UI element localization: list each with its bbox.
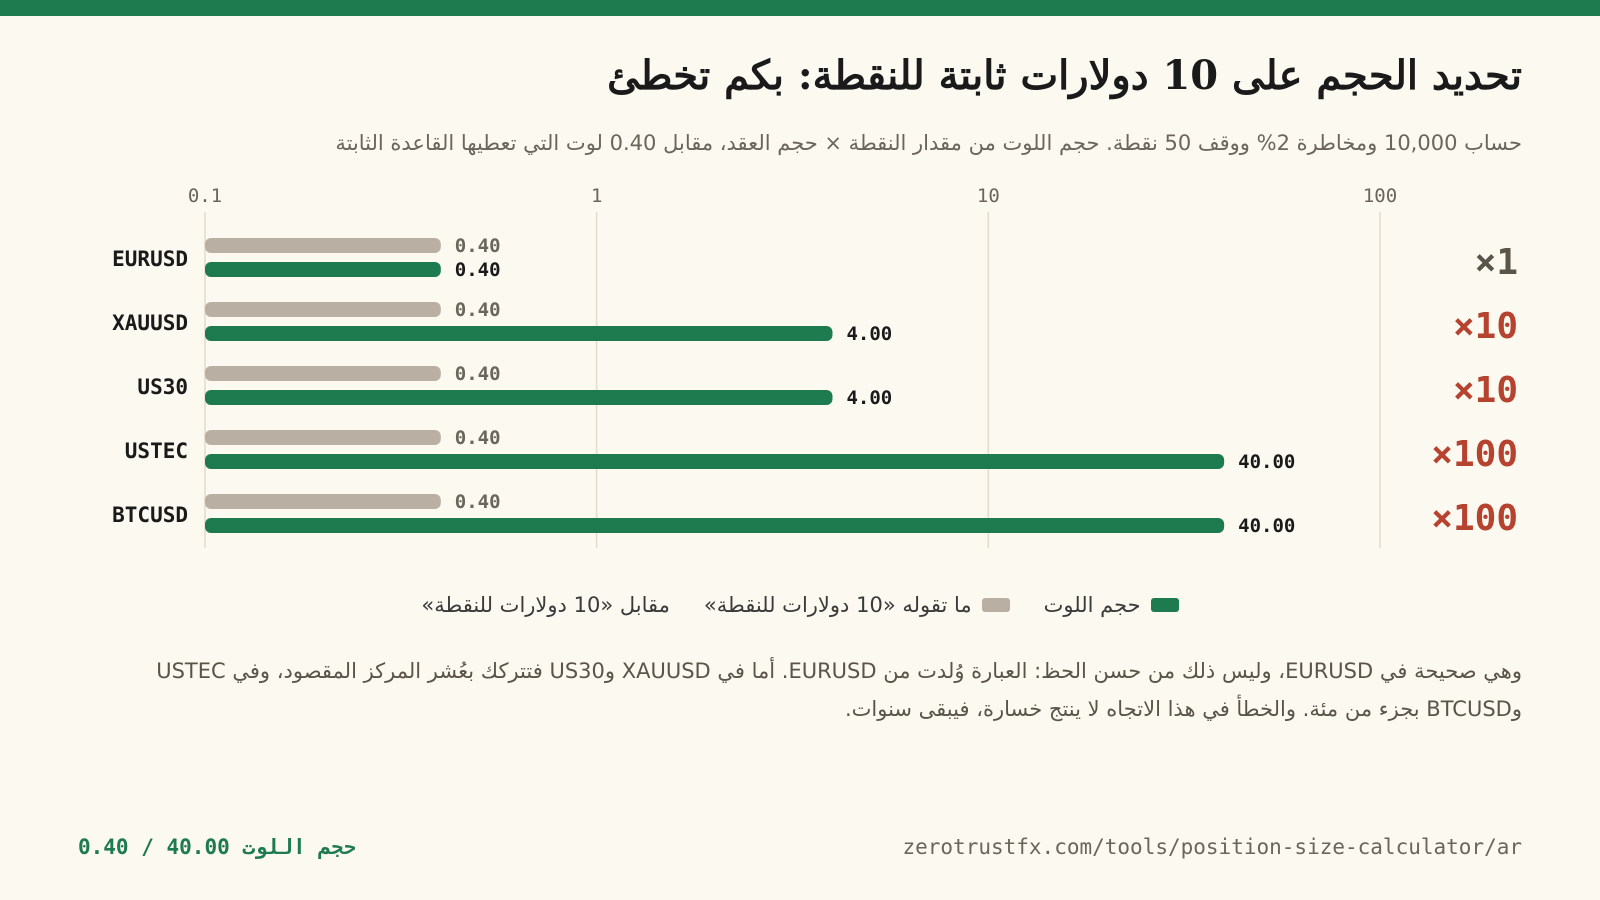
legend-label-fixed-rule: ما تقوله «10 دولارات للنقطة» bbox=[703, 593, 972, 617]
bar-lot-size bbox=[205, 390, 833, 405]
data-label-fixed-rule: 0.40 bbox=[455, 491, 501, 513]
data-label-fixed-rule: 0.40 bbox=[455, 235, 501, 257]
bar-lot-size bbox=[205, 326, 833, 341]
legend-item-versus: مقابل «10 دولارات للنقطة» bbox=[421, 593, 670, 617]
legend-label-versus: مقابل «10 دولارات للنقطة» bbox=[421, 593, 670, 617]
footer-stat: حجم اللوت 40.00 / 0.40 bbox=[78, 835, 357, 859]
multiplier-label: ×10 bbox=[1453, 306, 1518, 347]
data-label-fixed-rule: 0.40 bbox=[455, 427, 501, 449]
multiplier-label: ×100 bbox=[1431, 434, 1518, 475]
data-label-lot-size: 40.00 bbox=[1238, 515, 1295, 537]
x-tick-label: 100 bbox=[1363, 185, 1397, 207]
data-label-fixed-rule: 0.40 bbox=[455, 299, 501, 321]
multiplier-label: ×100 bbox=[1431, 498, 1518, 539]
bar-lot-size bbox=[205, 518, 1225, 533]
top-accent-bar bbox=[0, 0, 1600, 16]
bar-fixed-rule bbox=[205, 430, 441, 445]
category-label: EURUSD bbox=[112, 247, 188, 271]
multiplier-label: ×1 bbox=[1475, 242, 1518, 283]
category-label: BTCUSD bbox=[112, 503, 188, 527]
bar-lot-size bbox=[205, 454, 1225, 469]
legend-item-fixed-rule: ما تقوله «10 دولارات للنقطة» bbox=[704, 593, 1010, 617]
category-label: US30 bbox=[137, 375, 188, 399]
legend-swatch-lot-size bbox=[1150, 598, 1179, 612]
bar-fixed-rule bbox=[205, 238, 441, 253]
multiplier-label: ×10 bbox=[1453, 370, 1518, 411]
legend-label-lot-size: حجم اللوت bbox=[1043, 593, 1141, 617]
x-tick-label: 1 bbox=[591, 185, 602, 207]
data-label-lot-size: 4.00 bbox=[846, 387, 892, 409]
bar-fixed-rule bbox=[205, 302, 441, 317]
bar-fixed-rule bbox=[205, 494, 441, 509]
legend-item-lot-size: حجم اللوت bbox=[1044, 593, 1179, 617]
x-tick-label: 0.1 bbox=[188, 185, 222, 207]
data-label-lot-size: 40.00 bbox=[1238, 451, 1295, 473]
data-label-fixed-rule: 0.40 bbox=[455, 363, 501, 385]
footer-url[interactable]: zerotrustfx.com/tools/position-size-calc… bbox=[902, 835, 1522, 859]
page-subtitle: حساب 10,000 ومخاطرة 2% ووقف 50 نقطة. حجم… bbox=[335, 131, 1522, 155]
category-label: USTEC bbox=[125, 439, 188, 463]
bar-lot-size bbox=[205, 262, 441, 277]
x-tick-label: 10 bbox=[977, 185, 1000, 207]
data-label-lot-size: 0.40 bbox=[455, 259, 501, 281]
legend-swatch-fixed-rule bbox=[981, 598, 1010, 612]
bar-fixed-rule bbox=[205, 366, 441, 381]
category-label: XAUUSD bbox=[112, 311, 188, 335]
chart-legend: حجم اللوت ما تقوله «10 دولارات للنقطة» م… bbox=[0, 585, 1600, 625]
page-title: تحديد الحجم على 10 دولارات ثابتة للنقطة:… bbox=[607, 52, 1522, 99]
explanation-note: وهي صحيحة في EURUSD، وليس ذلك من حسن الح… bbox=[156, 659, 1522, 721]
data-label-lot-size: 4.00 bbox=[846, 323, 892, 345]
